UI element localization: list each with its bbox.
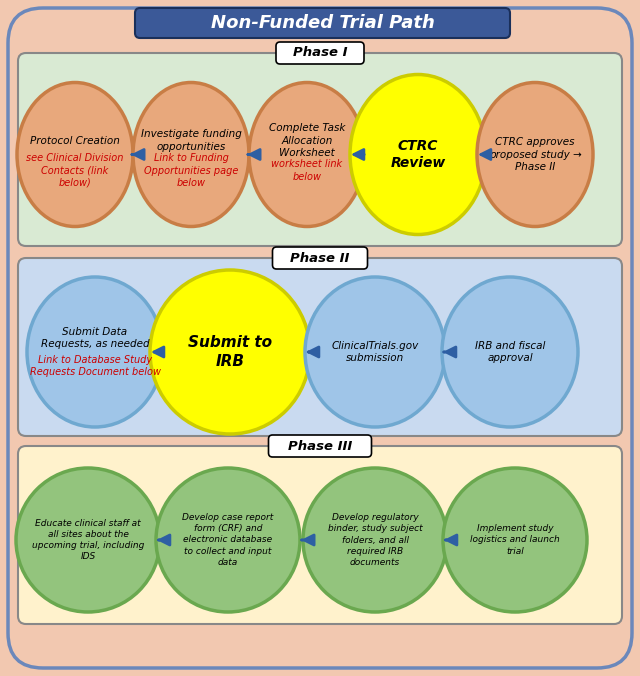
Text: IRB and fiscal
approval: IRB and fiscal approval bbox=[475, 341, 545, 363]
FancyBboxPatch shape bbox=[269, 435, 371, 457]
Ellipse shape bbox=[133, 82, 249, 226]
Text: Link to Database Study
Requests Document below: Link to Database Study Requests Document… bbox=[29, 355, 161, 377]
Ellipse shape bbox=[249, 82, 365, 226]
Text: CTRC
Review: CTRC Review bbox=[390, 139, 445, 170]
Ellipse shape bbox=[17, 82, 133, 226]
Text: Investigate funding
opportunities: Investigate funding opportunities bbox=[141, 129, 241, 151]
Text: worksheet link
below: worksheet link below bbox=[271, 160, 342, 182]
FancyBboxPatch shape bbox=[18, 258, 622, 436]
FancyBboxPatch shape bbox=[18, 53, 622, 246]
Text: Protocol Creation: Protocol Creation bbox=[30, 135, 120, 145]
Ellipse shape bbox=[27, 277, 163, 427]
Text: Develop regulatory
binder, study subject
folders, and all
required IRB
documents: Develop regulatory binder, study subject… bbox=[328, 513, 422, 566]
Text: ClinicalTrials.gov
submission: ClinicalTrials.gov submission bbox=[332, 341, 419, 363]
Ellipse shape bbox=[477, 82, 593, 226]
FancyBboxPatch shape bbox=[135, 8, 510, 38]
Text: Educate clinical staff at
all sites about the
upcoming trial, including
IDS: Educate clinical staff at all sites abou… bbox=[32, 519, 144, 561]
Ellipse shape bbox=[156, 468, 300, 612]
Ellipse shape bbox=[443, 468, 587, 612]
Text: Implement study
logistics and launch
trial: Implement study logistics and launch tri… bbox=[470, 525, 560, 556]
Text: Develop case report
form (CRF) and
electronic database
to collect and input
data: Develop case report form (CRF) and elect… bbox=[182, 513, 274, 566]
Text: CTRC approves
proposed study →
Phase II: CTRC approves proposed study → Phase II bbox=[488, 137, 581, 172]
FancyBboxPatch shape bbox=[8, 8, 632, 668]
Text: Submit Data
Requests, as needed: Submit Data Requests, as needed bbox=[41, 327, 149, 349]
Text: Non-Funded Trial Path: Non-Funded Trial Path bbox=[211, 14, 435, 32]
Ellipse shape bbox=[303, 468, 447, 612]
Ellipse shape bbox=[150, 270, 310, 434]
Text: Complete Task
Allocation
Worksheet: Complete Task Allocation Worksheet bbox=[269, 123, 345, 158]
FancyBboxPatch shape bbox=[273, 247, 367, 269]
Ellipse shape bbox=[16, 468, 160, 612]
Text: see Clinical Division
Contacts (link
below): see Clinical Division Contacts (link bel… bbox=[26, 153, 124, 188]
Text: Phase III: Phase III bbox=[288, 439, 352, 452]
Text: Phase II: Phase II bbox=[291, 251, 349, 264]
FancyBboxPatch shape bbox=[18, 446, 622, 624]
Text: Link to Funding
Opportunities page
below: Link to Funding Opportunities page below bbox=[144, 153, 238, 188]
Text: Submit to
IRB: Submit to IRB bbox=[188, 335, 272, 369]
Ellipse shape bbox=[350, 74, 486, 235]
Ellipse shape bbox=[442, 277, 578, 427]
Text: Phase I: Phase I bbox=[292, 47, 348, 59]
Ellipse shape bbox=[305, 277, 445, 427]
FancyBboxPatch shape bbox=[276, 42, 364, 64]
